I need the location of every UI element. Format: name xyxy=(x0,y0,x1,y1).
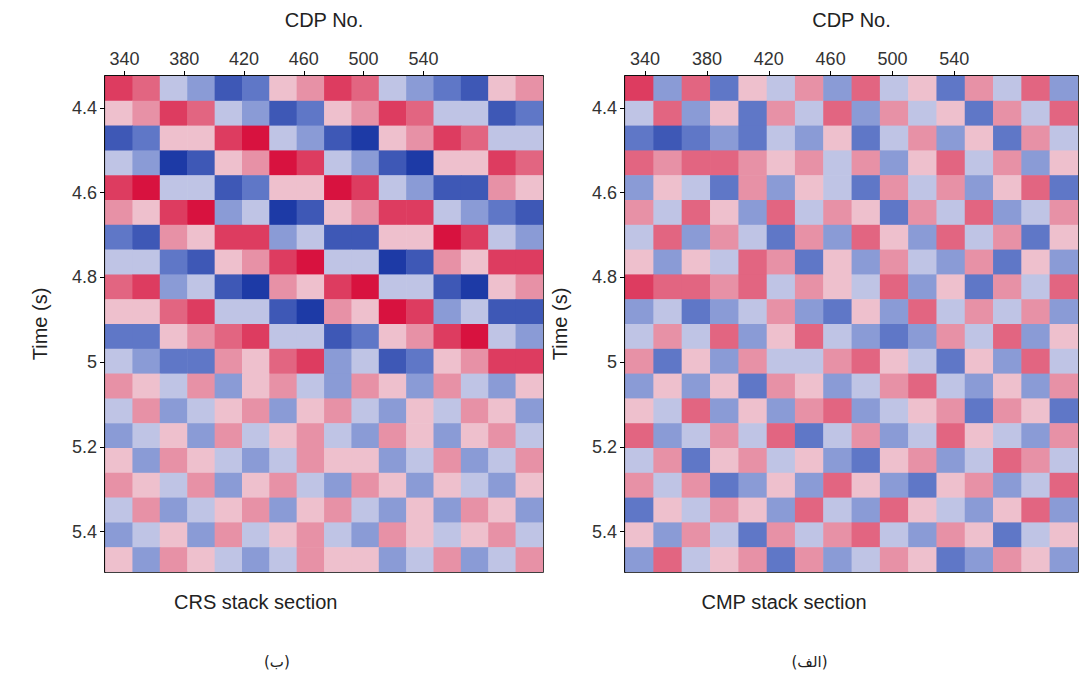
svg-text:4.4: 4.4 xyxy=(72,98,97,118)
svg-text:540: 540 xyxy=(939,49,969,69)
svg-text:5.4: 5.4 xyxy=(72,522,97,542)
svg-text:500: 500 xyxy=(877,49,907,69)
svg-text:500: 500 xyxy=(349,49,379,69)
svg-text:380: 380 xyxy=(692,49,722,69)
svg-text:5.2: 5.2 xyxy=(592,437,617,457)
svg-text:5.2: 5.2 xyxy=(72,437,97,457)
svg-text:Time (s): Time (s) xyxy=(29,288,51,361)
svg-text:CRS stack section: CRS stack section xyxy=(174,591,337,613)
svg-text:4.6: 4.6 xyxy=(72,183,97,203)
svg-text:CDP No.: CDP No. xyxy=(285,9,364,31)
svg-text:4.4: 4.4 xyxy=(592,98,617,118)
svg-text:460: 460 xyxy=(289,49,319,69)
svg-text:540: 540 xyxy=(408,49,438,69)
svg-text:460: 460 xyxy=(816,49,846,69)
svg-text:5: 5 xyxy=(607,352,617,372)
svg-text:380: 380 xyxy=(169,49,199,69)
svg-text:CDP No.: CDP No. xyxy=(812,9,891,31)
svg-text:(ب): (ب) xyxy=(264,653,290,671)
svg-text:(الف): (الف) xyxy=(792,653,828,671)
svg-text:CMP stack section: CMP stack section xyxy=(702,591,867,613)
svg-text:420: 420 xyxy=(754,49,784,69)
svg-text:4.8: 4.8 xyxy=(72,267,97,287)
svg-text:4.6: 4.6 xyxy=(592,183,617,203)
svg-text:340: 340 xyxy=(630,49,660,69)
svg-text:340: 340 xyxy=(109,49,139,69)
svg-text:Time (s): Time (s) xyxy=(549,288,571,361)
svg-text:420: 420 xyxy=(229,49,259,69)
svg-text:5: 5 xyxy=(87,352,97,372)
svg-text:4.8: 4.8 xyxy=(592,267,617,287)
svg-text:5.4: 5.4 xyxy=(592,522,617,542)
